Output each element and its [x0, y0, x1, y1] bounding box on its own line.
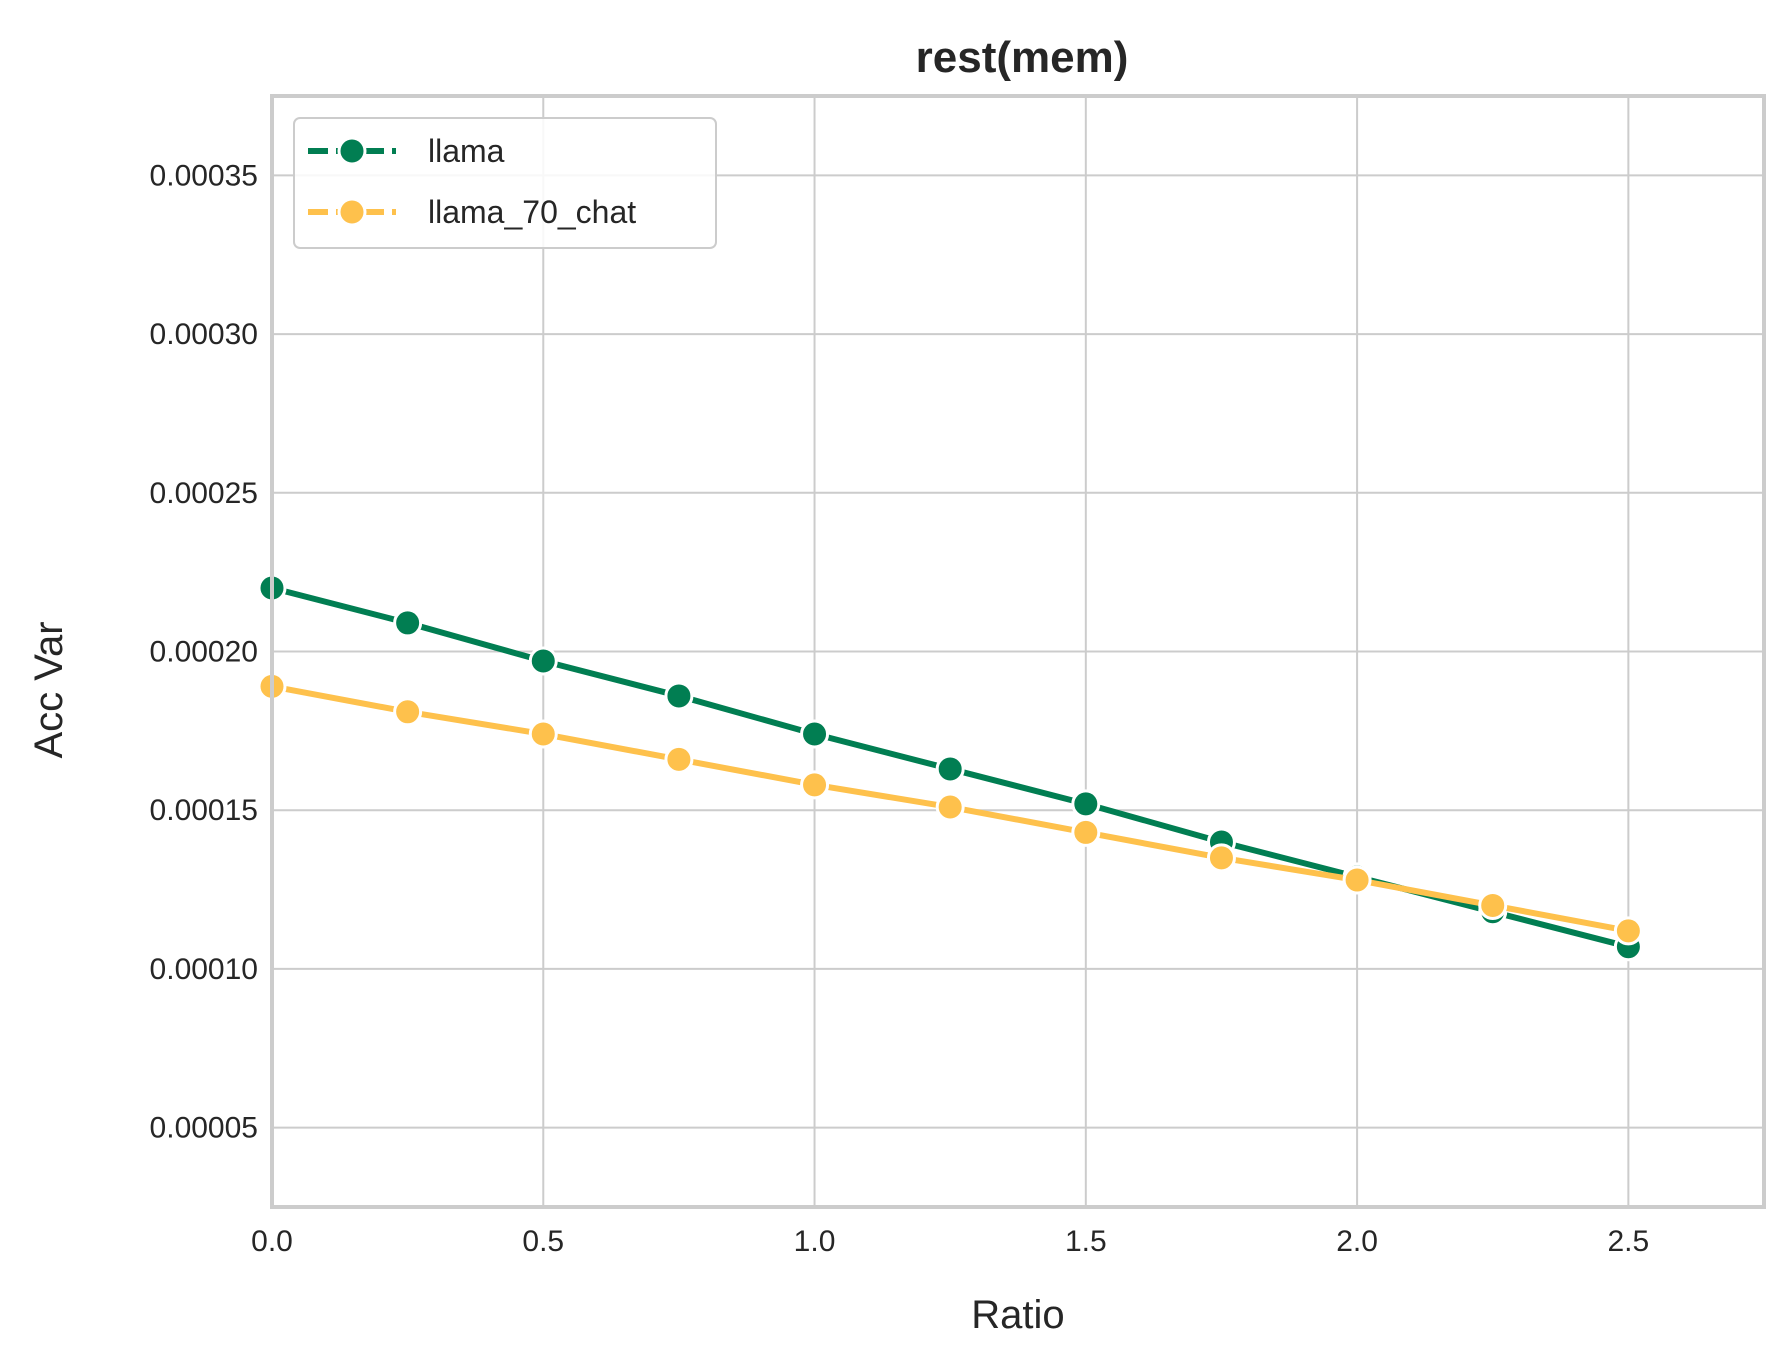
data-point [1071, 789, 1101, 819]
data-point [1613, 916, 1643, 946]
y-tick-label: 0.00010 [150, 953, 258, 986]
legend-item: llama [308, 133, 505, 169]
data-point [528, 719, 558, 749]
x-tick-label: 1.5 [1065, 1225, 1107, 1258]
data-point [393, 608, 423, 638]
legend-box [293, 117, 717, 249]
chart-title: rest(mem) [916, 33, 1129, 82]
data-point [800, 770, 830, 800]
legend-swatch-marker [337, 136, 367, 166]
data-point [1071, 817, 1101, 847]
y-tick-label: 0.00015 [150, 794, 258, 827]
x-tick-label: 2.0 [1336, 1225, 1378, 1258]
data-point [528, 646, 558, 676]
data-point [664, 681, 694, 711]
x-tick-label: 0.5 [522, 1225, 564, 1258]
y-tick-label: 0.00005 [150, 1112, 258, 1145]
data-point [664, 744, 694, 774]
y-tick-label: 0.00020 [150, 636, 258, 669]
legend-label: llama [428, 133, 505, 169]
y-axis-title: Acc Var [27, 621, 71, 758]
legend-swatch-marker [337, 197, 367, 227]
data-point [935, 792, 965, 822]
y-tick-label: 0.00030 [150, 318, 258, 351]
y-tick-label: 0.00035 [150, 159, 258, 192]
legend-item: llama_70_chat [308, 194, 636, 230]
data-point [1206, 843, 1236, 873]
x-tick-label: 2.5 [1608, 1225, 1650, 1258]
data-point [393, 697, 423, 727]
tick-labels: 0.0 0.5 1.0 1.5 2.0 2.5 0.00005 0.00010 0.00015 0… [150, 159, 1650, 1258]
y-tick-label: 0.00025 [150, 477, 258, 510]
data-point [800, 719, 830, 749]
series-llama_70_chat [257, 671, 1643, 946]
x-tick-label: 1.0 [794, 1225, 836, 1258]
plot-frame [270, 94, 1766, 1209]
data-point [1478, 890, 1508, 920]
data-point [1342, 865, 1372, 895]
legend: llama llama_70_chat [293, 117, 717, 249]
data-point [935, 754, 965, 784]
x-tick-label: 0.0 [251, 1225, 293, 1258]
legend-label: llama_70_chat [428, 194, 636, 230]
x-axis-title: Ratio [971, 1293, 1064, 1337]
